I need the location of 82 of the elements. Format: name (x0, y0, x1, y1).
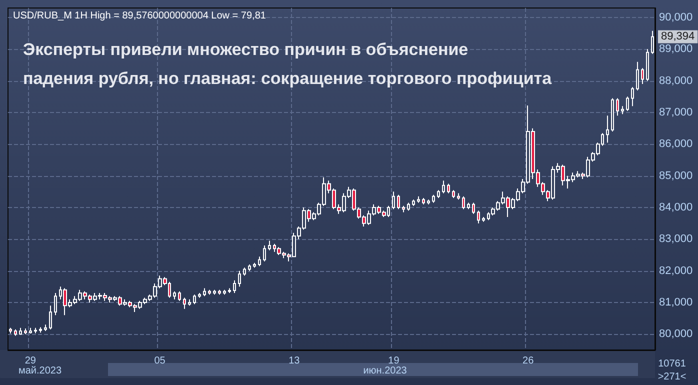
candlestick (432, 194, 435, 204)
text: июн.2023 (363, 366, 408, 376)
candlestick (198, 292, 201, 298)
annotation: 89,394 (661, 30, 695, 43)
candlestick (228, 288, 231, 294)
candlestick (203, 288, 206, 297)
candlestick (462, 196, 465, 210)
candlestick (233, 280, 236, 294)
candlestick (34, 327, 37, 334)
candlestick (223, 289, 226, 296)
candlestick (407, 202, 410, 212)
candlestick (427, 199, 430, 205)
x-tick-label: 05 (154, 356, 166, 366)
text: 10761 (658, 358, 686, 370)
candlestick (14, 328, 17, 336)
candlestick (213, 289, 216, 296)
y-tick-label: 83,000 (659, 233, 693, 246)
candlestick (248, 264, 251, 272)
candlestick (392, 191, 395, 210)
y-tick-label: 89,000 (659, 43, 693, 56)
candlestick (263, 245, 266, 262)
candlestick (397, 194, 400, 210)
candlestick (29, 327, 32, 334)
candlestick (457, 192, 460, 200)
candlestick (19, 327, 22, 336)
y-tick-label: 88,000 (659, 74, 693, 87)
candlestick (238, 270, 241, 288)
candlestick (208, 289, 211, 296)
candlestick (268, 240, 271, 251)
candlestick (641, 68, 644, 84)
candlestick (49, 305, 52, 330)
x-tick-label: 19 (388, 356, 400, 366)
candlestick (193, 294, 196, 305)
candlestick (631, 86, 634, 107)
candlestick (44, 324, 47, 332)
candlestick (482, 216, 485, 222)
x-tick-label: 29 (24, 356, 36, 366)
y-tick-label: 80,000 (659, 328, 693, 340)
y-tick-label: 84,000 (659, 202, 693, 214)
y-tick-label: 81,000 (659, 296, 693, 308)
candlestick (218, 289, 221, 296)
candlestick (24, 328, 27, 335)
candlestick (253, 262, 256, 268)
candlestick (646, 48, 649, 82)
y-tick-label: 85,000 (659, 170, 693, 182)
y-tick-label: 86,000 (659, 138, 693, 150)
candlestick (9, 327, 12, 334)
candlestick (472, 202, 475, 214)
y-tick-label: 82,000 (659, 264, 693, 277)
candlestick (606, 115, 609, 144)
y-tick-label: 87,000 (659, 106, 693, 118)
candlestick (447, 183, 450, 194)
candlestick (188, 298, 191, 306)
text: Эксперты привели множество причин в объяснение падения рубля, но главная: сокращение торгового профицита (23, 40, 552, 88)
text: >271< (658, 372, 686, 382)
candlestick (477, 210, 480, 224)
chart-subtitle: USD/RUB_M 1H High = 89,5760000000004 Low = 79,81 (13, 10, 266, 22)
candlestick (442, 180, 445, 194)
candlestick (611, 98, 614, 132)
candlestick (417, 196, 420, 204)
candlestick (621, 106, 624, 115)
x-tick-label: 26 (522, 356, 534, 366)
candlestick (178, 290, 181, 302)
text: май.2023 (18, 366, 62, 376)
candlestick (422, 198, 425, 205)
candlestick (651, 30, 654, 54)
candlestick (258, 256, 261, 267)
candlestick (39, 326, 42, 334)
candlestick (183, 297, 186, 310)
candlestick (626, 96, 629, 112)
candlestick (173, 290, 176, 300)
candlestick (636, 61, 639, 91)
candlestick (412, 199, 415, 206)
candlestick (54, 292, 57, 316)
candlestick (402, 205, 405, 213)
candlestick (467, 202, 470, 210)
candlestick (616, 98, 619, 116)
candlestick (437, 190, 440, 198)
candlestick (452, 190, 455, 198)
y-tick-label: 90,000 (659, 12, 693, 24)
x-tick-label: 13 (288, 356, 300, 366)
candlestick (243, 267, 246, 276)
